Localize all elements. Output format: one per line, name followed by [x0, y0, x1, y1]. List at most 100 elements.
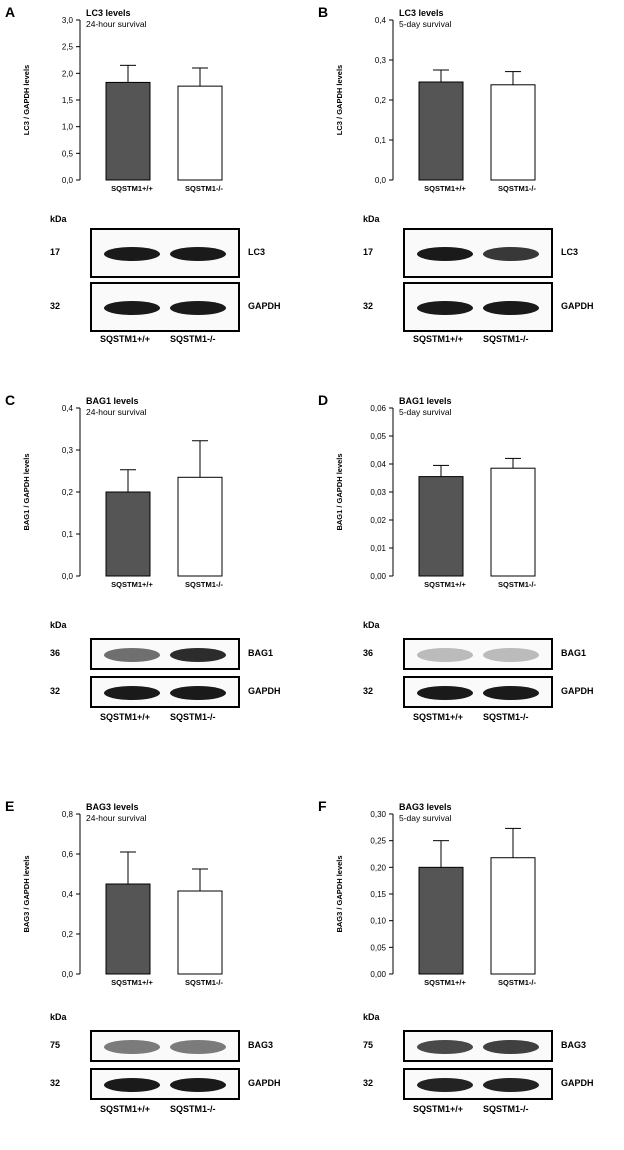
x-tick-label: SQSTM1+/+ — [424, 580, 466, 589]
blot-band — [483, 1040, 539, 1054]
blot-strip — [403, 228, 553, 278]
blot-band — [104, 648, 160, 662]
molecular-weight: 75 — [50, 1040, 61, 1050]
y-tick-label: 0,00 — [370, 970, 386, 979]
blot-strip — [90, 676, 240, 708]
lane-label: SQSTM1+/+ — [413, 1104, 464, 1114]
blot-strip — [403, 282, 553, 332]
y-tick-label: 0,0 — [62, 572, 74, 581]
lane-label: SQSTM1+/+ — [413, 334, 464, 344]
kda-label: kDa — [363, 620, 380, 630]
lane-label: SQSTM1+/+ — [413, 712, 464, 722]
panel-d: D BAG1 levels 5-day survival 0,00 0,01 0,02 0,… — [318, 390, 618, 760]
x-tick-label: SQSTM1-/- — [185, 184, 223, 193]
molecular-weight: 32 — [50, 301, 61, 311]
chart-title: BAG3 levels — [399, 802, 452, 812]
blot-band — [104, 247, 160, 261]
protein-label: BAG1 — [248, 648, 274, 658]
protein-label: GAPDH — [248, 1078, 281, 1088]
kda-label: kDa — [363, 214, 380, 224]
bar — [490, 857, 536, 975]
y-tick-label: 0,15 — [370, 890, 386, 899]
y-tick-label: 0,2 — [62, 488, 74, 497]
bar — [177, 476, 223, 577]
y-tick-label: 1,5 — [62, 96, 74, 105]
blot-band — [483, 301, 539, 315]
y-tick-label: 0,20 — [370, 863, 386, 872]
y-tick-label: 2,5 — [62, 43, 74, 52]
chart-subtitle: 24-hour survival — [86, 407, 147, 417]
y-tick-label: 0,0 — [375, 176, 387, 185]
lane-label: SQSTM1-/- — [483, 334, 529, 344]
y-tick-label: 0,0 — [62, 970, 74, 979]
chart-subtitle: 24-hour survival — [86, 19, 147, 29]
panel-b: B LC3 levels 5-day survival 0,0 0,1 0,2 0,3 0,4… — [318, 2, 618, 372]
molecular-weight: 17 — [363, 247, 374, 257]
molecular-weight: 32 — [363, 1078, 374, 1088]
x-tick-label: SQSTM1+/+ — [424, 184, 466, 193]
protein-label: BAG3 — [561, 1040, 587, 1050]
blot-band — [104, 301, 160, 315]
chart-title: BAG3 levels — [86, 802, 139, 812]
x-tick-label: SQSTM1-/- — [498, 978, 536, 987]
bar — [490, 84, 536, 181]
blot-strip — [403, 638, 553, 670]
y-axis-label: LC3 / GAPDH levels — [335, 65, 344, 135]
lane-label: SQSTM1-/- — [170, 712, 216, 722]
y-tick-label: 0,1 — [375, 136, 387, 145]
molecular-weight: 75 — [363, 1040, 374, 1050]
bar — [418, 476, 464, 577]
y-tick-label: 0,4 — [375, 16, 387, 25]
y-tick-label: 0,4 — [62, 404, 74, 413]
blot-band — [483, 648, 539, 662]
panel-letter: B — [318, 4, 329, 20]
bar — [418, 866, 464, 975]
kda-label: kDa — [50, 214, 67, 224]
panel-letter: D — [318, 392, 329, 408]
protein-label: GAPDH — [248, 301, 281, 311]
bar — [418, 81, 464, 181]
blot-band — [104, 1078, 160, 1092]
y-tick-label: 0,6 — [62, 850, 74, 859]
blot-band — [417, 301, 473, 315]
protein-label: LC3 — [248, 247, 266, 257]
panel-letter: C — [5, 392, 16, 408]
y-tick-label: 0,04 — [370, 460, 386, 469]
panel-e: E BAG3 levels 24-hour survival 0,0 0,2 0,4 0,6… — [5, 780, 305, 1150]
y-tick-label: 0,30 — [370, 810, 386, 819]
lane-label: SQSTM1+/+ — [100, 334, 151, 344]
molecular-weight: 17 — [50, 247, 61, 257]
molecular-weight: 32 — [363, 301, 374, 311]
blot-strip — [403, 676, 553, 708]
blot-strip — [90, 1030, 240, 1062]
blot-band — [170, 686, 226, 700]
x-tick-label: SQSTM1-/- — [498, 580, 536, 589]
y-tick-label: 0,00 — [370, 572, 386, 581]
blot-strip — [403, 1068, 553, 1100]
blot-band — [483, 1078, 539, 1092]
protein-label: GAPDH — [561, 686, 594, 696]
kda-label: kDa — [50, 1012, 67, 1022]
panel-c: C BAG1 levels 24-hour survival 0,0 0,1 0,2 0,3… — [5, 390, 305, 760]
bar — [490, 467, 536, 577]
blot-band — [170, 301, 226, 315]
y-axis-label: BAG3 / GAPDH levels — [22, 855, 31, 932]
chart-subtitle: 5-day survival — [399, 813, 452, 823]
blot-band — [417, 1078, 473, 1092]
y-axis-label: LC3 / GAPDH levels — [22, 65, 31, 135]
kda-label: kDa — [363, 1012, 380, 1022]
blot-band — [104, 686, 160, 700]
lane-label: SQSTM1-/- — [170, 1104, 216, 1114]
chart-subtitle: 5-day survival — [399, 407, 452, 417]
blot-strip — [90, 1068, 240, 1100]
molecular-weight: 32 — [50, 1078, 61, 1088]
chart-title: LC3 levels — [399, 8, 444, 18]
protein-label: GAPDH — [561, 1078, 594, 1088]
protein-label: LC3 — [561, 247, 579, 257]
panel-letter: F — [318, 798, 327, 814]
x-tick-label: SQSTM1+/+ — [424, 978, 466, 987]
protein-label: GAPDH — [248, 686, 281, 696]
blot-band — [417, 686, 473, 700]
bar — [177, 85, 223, 181]
